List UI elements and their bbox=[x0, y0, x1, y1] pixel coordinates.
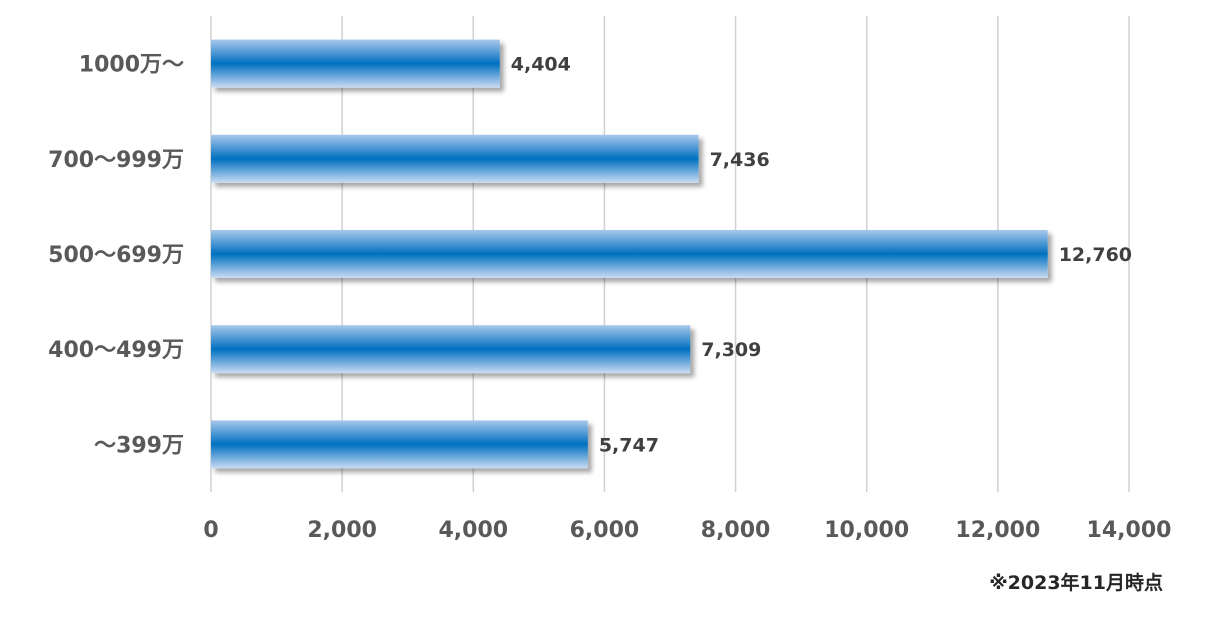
footnote: ※2023年11月時点 bbox=[989, 572, 1163, 594]
x-tick-labels: 0 2,000 4,000 6,000 8,000 10,000 12,000 14,000 bbox=[203, 518, 1171, 543]
data-label: 12,760 bbox=[1059, 244, 1132, 266]
x-tick-label: 4,000 bbox=[438, 518, 508, 543]
data-label: 5,747 bbox=[599, 434, 659, 456]
x-tick-label: 6,000 bbox=[570, 518, 640, 543]
category-label: 400～499万 bbox=[48, 338, 184, 363]
category-label: ～399万 bbox=[94, 433, 184, 458]
bar bbox=[211, 230, 1048, 278]
x-tick-label: 14,000 bbox=[1087, 518, 1172, 543]
data-labels: 4,404 7,436 12,760 7,309 5,747 bbox=[511, 54, 1132, 457]
x-tick-label: 0 bbox=[203, 518, 218, 543]
data-label: 4,404 bbox=[511, 54, 571, 76]
x-tick-label: 12,000 bbox=[955, 518, 1040, 543]
category-label: 1000万～ bbox=[79, 53, 184, 78]
x-tick-label: 2,000 bbox=[307, 518, 377, 543]
bar bbox=[211, 420, 588, 469]
bar bbox=[211, 39, 500, 88]
data-label: 7,309 bbox=[701, 339, 761, 361]
bars bbox=[211, 39, 1048, 469]
data-label: 7,436 bbox=[710, 149, 770, 171]
category-label: 700～999万 bbox=[48, 148, 184, 173]
bar bbox=[211, 134, 699, 183]
bar bbox=[211, 325, 691, 374]
category-labels: 1000万～ 700～999万 500～699万 400～499万 ～399万 bbox=[48, 53, 184, 459]
x-tick-label: 10,000 bbox=[824, 518, 909, 543]
category-label: 500～699万 bbox=[48, 243, 184, 268]
x-tick-label: 8,000 bbox=[701, 518, 771, 543]
